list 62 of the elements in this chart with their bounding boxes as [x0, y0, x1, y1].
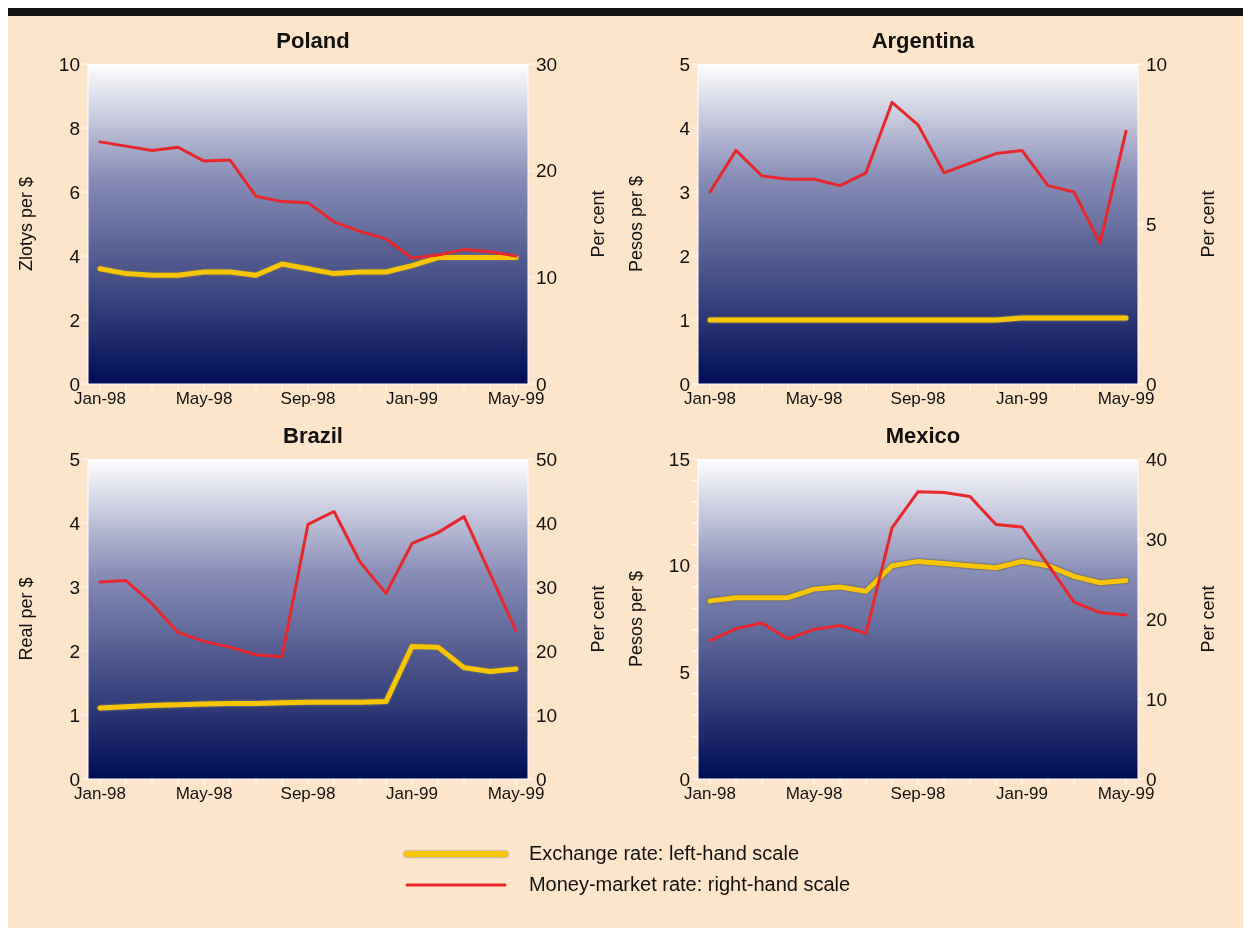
line-series [98, 140, 518, 260]
y-tick-label: 5 [679, 662, 690, 684]
y2-tick-label: 50 [536, 448, 558, 470]
chart-title: Poland [275, 28, 351, 54]
x-tick-label: Jan-99 [996, 389, 1048, 409]
y2-tick-label: 30 [536, 576, 558, 598]
y-axis-title: Real per $ [16, 577, 37, 661]
y-tick-label: 6 [69, 181, 80, 203]
x-tick-label: Sep-98 [280, 784, 336, 804]
y2-tick-label: 10 [536, 704, 558, 726]
y2-tick-label: 30 [536, 53, 558, 75]
y-tick-label: 4 [69, 512, 81, 534]
y-tick-label: 15 [668, 448, 690, 470]
y-tick-label: 4 [679, 117, 691, 139]
chart-title: Mexico [884, 423, 962, 449]
y2-tick-label: 40 [536, 512, 558, 534]
y-tick-label: 5 [679, 53, 690, 75]
y-tick-label: 2 [69, 640, 80, 662]
x-tick-label: May-98 [785, 784, 843, 804]
x-tick-label: Sep-98 [280, 389, 336, 409]
y-tick-label: 2 [69, 309, 80, 331]
y2-tick-label: 5 [1146, 213, 1157, 235]
y2-tick-label: 20 [1146, 608, 1168, 630]
y-axis-title: Pesos per $ [626, 175, 647, 273]
y-tick-label: 3 [679, 181, 690, 203]
x-tick-label: Jan-99 [386, 784, 438, 804]
x-tick-label: Sep-98 [890, 784, 946, 804]
y-tick-label: 5 [69, 448, 80, 470]
chart-title: Brazil [282, 423, 344, 449]
line-series [708, 100, 1128, 245]
y-axis-title: Zlotys per $ [16, 176, 37, 272]
x-tick-label: May-98 [785, 389, 843, 409]
y-tick-label: 10 [58, 53, 80, 75]
legend-label: Exchange rate: left-hand scale [528, 842, 800, 865]
y2-tick-label: 10 [536, 267, 558, 289]
y2-tick-label: 30 [1146, 528, 1168, 550]
y-tick-label: 1 [679, 309, 690, 331]
x-tick-label: May-98 [175, 389, 233, 409]
chart-title: Argentina [870, 28, 976, 54]
y-tick-label: 10 [668, 555, 690, 577]
line-series [98, 509, 518, 659]
y2-tick-label: 20 [536, 640, 558, 662]
x-tick-label: Jan-99 [386, 389, 438, 409]
y-axis-title: Pesos per $ [626, 570, 647, 668]
y2-tick-label: 20 [536, 160, 558, 182]
line-series [708, 490, 1128, 643]
x-tick-label: Jan-99 [996, 784, 1048, 804]
x-tick-label: May-98 [175, 784, 233, 804]
y-tick-label: 8 [69, 117, 80, 139]
y2-tick-label: 10 [1146, 53, 1168, 75]
y2-axis-title: Per cent [1198, 585, 1219, 653]
x-tick-label: Sep-98 [890, 389, 946, 409]
y2-axis-title: Per cent [1198, 190, 1219, 258]
y-tick-label: 4 [69, 245, 81, 267]
y-tick-label: 1 [69, 704, 80, 726]
y-tick-label: 2 [679, 245, 690, 267]
y2-axis-title: Per cent [588, 585, 609, 653]
y-tick-label: 3 [69, 576, 80, 598]
y2-axis-title: Per cent [588, 190, 609, 258]
y2-tick-label: 10 [1146, 688, 1168, 710]
legend-label: Money-market rate: right-hand scale [528, 873, 851, 896]
y2-tick-label: 40 [1146, 448, 1168, 470]
